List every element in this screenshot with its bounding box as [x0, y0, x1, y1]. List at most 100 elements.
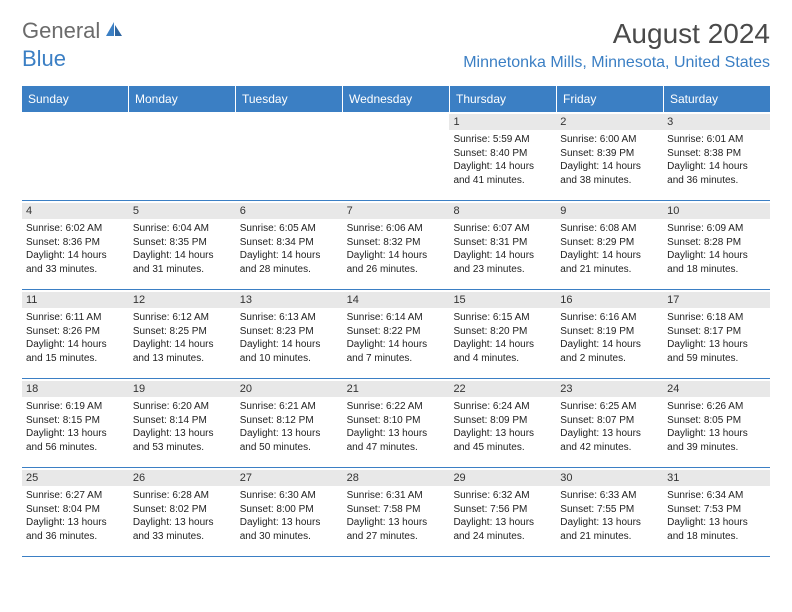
sunset-text: Sunset: 8:34 PM — [240, 236, 339, 250]
day-cell: 27Sunrise: 6:30 AMSunset: 8:00 PMDayligh… — [236, 468, 343, 556]
day-cell: 3Sunrise: 6:01 AMSunset: 8:38 PMDaylight… — [663, 112, 770, 200]
sunrise-text: Sunrise: 6:25 AM — [560, 400, 659, 414]
sunrise-text: Sunrise: 6:34 AM — [667, 489, 766, 503]
day-number: 5 — [133, 205, 232, 217]
daylight2-text: and 27 minutes. — [347, 530, 446, 544]
day-number: 17 — [667, 294, 766, 306]
day-cell: 22Sunrise: 6:24 AMSunset: 8:09 PMDayligh… — [449, 379, 556, 467]
day-number: 7 — [347, 205, 446, 217]
day-cell: 10Sunrise: 6:09 AMSunset: 8:28 PMDayligh… — [663, 201, 770, 289]
daylight2-text: and 33 minutes. — [133, 530, 232, 544]
day-number: 11 — [26, 294, 125, 306]
daynum-bar: 5 — [129, 203, 236, 219]
daylight2-text: and 45 minutes. — [453, 441, 552, 455]
dayhead-monday: Monday — [129, 86, 236, 112]
sunrise-text: Sunrise: 6:16 AM — [560, 311, 659, 325]
sunrise-text: Sunrise: 6:02 AM — [26, 222, 125, 236]
sunset-text: Sunset: 8:25 PM — [133, 325, 232, 339]
day-number: 24 — [667, 383, 766, 395]
daylight1-text: Daylight: 13 hours — [240, 516, 339, 530]
sunrise-text: Sunrise: 6:11 AM — [26, 311, 125, 325]
day-number: 4 — [26, 205, 125, 217]
daylight1-text: Daylight: 13 hours — [26, 427, 125, 441]
daylight2-text: and 59 minutes. — [667, 352, 766, 366]
daynum-bar: 27 — [236, 470, 343, 486]
daylight1-text: Daylight: 14 hours — [560, 249, 659, 263]
daylight2-text: and 24 minutes. — [453, 530, 552, 544]
sunrise-text: Sunrise: 6:04 AM — [133, 222, 232, 236]
day-cell: 24Sunrise: 6:26 AMSunset: 8:05 PMDayligh… — [663, 379, 770, 467]
day-cell: 8Sunrise: 6:07 AMSunset: 8:31 PMDaylight… — [449, 201, 556, 289]
day-number: 3 — [667, 116, 766, 128]
day-number: 27 — [240, 472, 339, 484]
day-cell: 6Sunrise: 6:05 AMSunset: 8:34 PMDaylight… — [236, 201, 343, 289]
logo-text-blue: Blue — [22, 46, 66, 71]
day-number: 2 — [560, 116, 659, 128]
sunrise-text: Sunrise: 6:01 AM — [667, 133, 766, 147]
daylight1-text: Daylight: 14 hours — [347, 338, 446, 352]
daylight2-text: and 18 minutes. — [667, 263, 766, 277]
day-cell: 21Sunrise: 6:22 AMSunset: 8:10 PMDayligh… — [343, 379, 450, 467]
sunrise-text: Sunrise: 6:19 AM — [26, 400, 125, 414]
sunset-text: Sunset: 8:31 PM — [453, 236, 552, 250]
daylight2-text: and 36 minutes. — [667, 174, 766, 188]
day-number: 10 — [667, 205, 766, 217]
daylight1-text: Daylight: 13 hours — [347, 516, 446, 530]
daylight1-text: Daylight: 14 hours — [240, 338, 339, 352]
daynum-bar: 14 — [343, 292, 450, 308]
daylight2-text: and 56 minutes. — [26, 441, 125, 455]
sunset-text: Sunset: 7:56 PM — [453, 503, 552, 517]
daylight1-text: Daylight: 14 hours — [667, 249, 766, 263]
day-cell: 4Sunrise: 6:02 AMSunset: 8:36 PMDaylight… — [22, 201, 129, 289]
day-cell: 28Sunrise: 6:31 AMSunset: 7:58 PMDayligh… — [343, 468, 450, 556]
daylight2-text: and 26 minutes. — [347, 263, 446, 277]
daylight2-text: and 7 minutes. — [347, 352, 446, 366]
day-number: 1 — [453, 116, 552, 128]
daynum-bar: 28 — [343, 470, 450, 486]
sunset-text: Sunset: 8:15 PM — [26, 414, 125, 428]
sunset-text: Sunset: 8:39 PM — [560, 147, 659, 161]
daylight2-text: and 47 minutes. — [347, 441, 446, 455]
week-row: 11 Sunrise: 6:11 AMSunset: 8:26 PM Dayligh… — [22, 290, 770, 379]
month-title: August 2024 — [463, 18, 770, 50]
sunrise-text: Sunrise: 6:28 AM — [133, 489, 232, 503]
daynum-bar: 12 — [129, 292, 236, 308]
daynum-bar: 16 — [556, 292, 663, 308]
day-cell: 20Sunrise: 6:21 AMSunset: 8:12 PMDayligh… — [236, 379, 343, 467]
sunset-text: Sunset: 8:20 PM — [453, 325, 552, 339]
sunset-text: Sunset: 8:26 PM — [26, 325, 125, 339]
day-cell: 26Sunrise: 6:28 AMSunset: 8:02 PMDayligh… — [129, 468, 236, 556]
daynum-bar: 26 — [129, 470, 236, 486]
day-number: 21 — [347, 383, 446, 395]
daylight1-text: Daylight: 14 hours — [133, 249, 232, 263]
daynum-bar: 11 — [22, 292, 129, 308]
day-cell: 5 Sunrise: 6:04 AMSunset: 8:35 PMDaylight… — [129, 201, 236, 289]
sunrise-text: Sunrise: 6:09 AM — [667, 222, 766, 236]
sunrise-text: Sunrise: 6:22 AM — [347, 400, 446, 414]
day-cell: 12Sunrise: 6:12 AMSunset: 8:25 PMDayligh… — [129, 290, 236, 378]
dayhead-row: SundayMondayTuesdayWednesdayThursdayFrid… — [22, 86, 770, 112]
daynum-bar: 22 — [449, 381, 556, 397]
day-cell: 17Sunrise: 6:18 AMSunset: 8:17 PMDayligh… — [663, 290, 770, 378]
sunset-text: Sunset: 7:53 PM — [667, 503, 766, 517]
daylight1-text: Daylight: 14 hours — [347, 249, 446, 263]
header: General August 2024 Minnetonka Mills, Mi… — [0, 0, 792, 78]
daylight1-text: Daylight: 14 hours — [240, 249, 339, 263]
daynum-bar: 13 — [236, 292, 343, 308]
daylight2-text: and 4 minutes. — [453, 352, 552, 366]
daynum-bar: 10 — [663, 203, 770, 219]
daynum-bar: 9 — [556, 203, 663, 219]
daylight2-text: and 31 minutes. — [133, 263, 232, 277]
daynum-bar: 15 — [449, 292, 556, 308]
daylight2-text: and 30 minutes. — [240, 530, 339, 544]
day-number: 26 — [133, 472, 232, 484]
daylight1-text: Daylight: 14 hours — [667, 160, 766, 174]
sunset-text: Sunset: 8:10 PM — [347, 414, 446, 428]
day-number: 12 — [133, 294, 232, 306]
daynum-bar: 29 — [449, 470, 556, 486]
sunset-text: Sunset: 8:40 PM — [453, 147, 552, 161]
daylight1-text: Daylight: 13 hours — [667, 427, 766, 441]
daynum-bar: 31 — [663, 470, 770, 486]
sunset-text: Sunset: 8:35 PM — [133, 236, 232, 250]
day-cell: 13Sunrise: 6:13 AMSunset: 8:23 PMDayligh… — [236, 290, 343, 378]
